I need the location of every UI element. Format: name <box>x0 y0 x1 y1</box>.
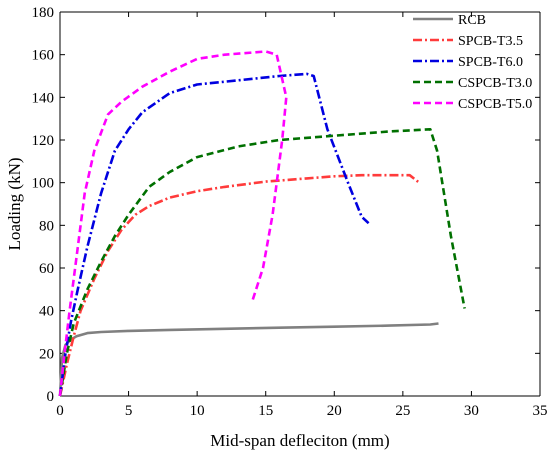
legend-label: CSPCB-T5.0 <box>458 97 532 112</box>
x-tick-label: 10 <box>190 403 205 419</box>
legend-label: RCB <box>458 13 486 28</box>
x-tick-label: 5 <box>125 403 133 419</box>
series-line-spcb-t3-5 <box>58 173 421 397</box>
series-layer <box>58 50 466 397</box>
legend-label: SPCB-T3.5 <box>458 34 523 49</box>
legend: RCB SPCB-T3.5 SPCB-T6.0 CSPCB-T3.0 CSPCB-T5.… <box>413 13 532 112</box>
x-tick-label: 35 <box>533 403 548 419</box>
y-tick-label: 160 <box>32 48 55 64</box>
series-line-spcb-t6-0 <box>58 72 370 397</box>
y-tick-label: 80 <box>39 218 54 234</box>
legend-label: CSPCB-T3.0 <box>458 76 532 91</box>
y-tick-label: 40 <box>39 304 54 320</box>
x-tick-label: 0 <box>56 403 64 419</box>
y-tick-label: 0 <box>47 389 55 405</box>
legend-label: SPCB-T6.0 <box>458 55 523 70</box>
series-line-rcb <box>58 322 439 397</box>
y-tick-label: 140 <box>32 90 55 106</box>
y-axis-title: Loading (kN) <box>5 157 24 250</box>
x-tick-label: 30 <box>464 403 479 419</box>
y-tick-label: 100 <box>32 176 55 192</box>
ticks: 0 5 10 15 20 25 30 35 0 20 40 60 80 100 120 140 160 180 <box>32 5 548 419</box>
x-axis-title: Mid-span defleciton (mm) <box>210 431 389 450</box>
series-line-cspcb-t3-0 <box>58 128 466 397</box>
x-tick-label: 15 <box>258 403 273 419</box>
y-tick-label: 120 <box>32 133 55 149</box>
axes <box>59 11 541 397</box>
y-tick-label: 180 <box>32 5 55 21</box>
y-tick-label: 60 <box>39 261 54 277</box>
x-tick-label: 20 <box>327 403 342 419</box>
x-tick-label: 25 <box>395 403 410 419</box>
y-tick-label: 20 <box>39 346 54 362</box>
